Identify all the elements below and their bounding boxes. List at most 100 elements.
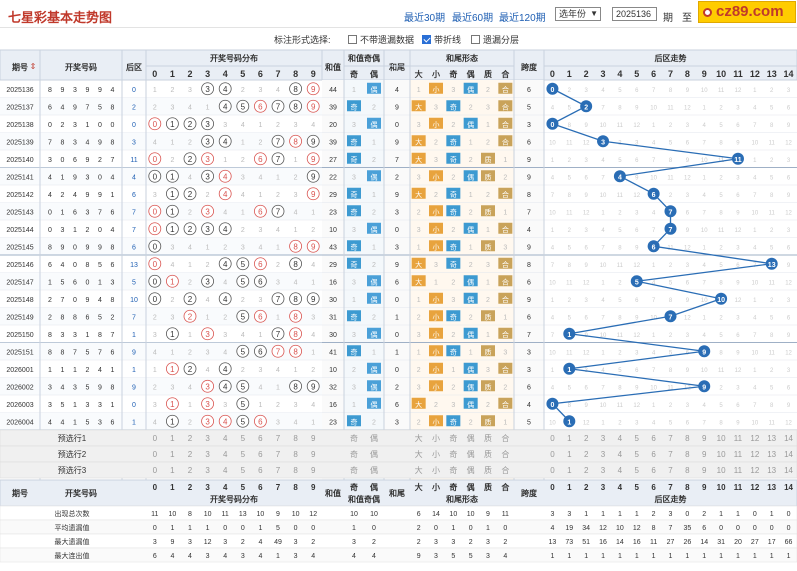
checkbox-polyline[interactable] xyxy=(422,35,431,44)
trend-omission: 11 xyxy=(769,420,776,426)
trend-omission: 8 xyxy=(568,403,572,409)
stats-back-value: 1 xyxy=(719,511,723,518)
dist-omission: 3 xyxy=(241,244,245,251)
dist-ball xyxy=(306,239,320,253)
predict-odd: 奇 xyxy=(350,433,358,443)
dist-omission: 3 xyxy=(170,244,174,251)
option-layered[interactable]: 遗漏分层 xyxy=(471,33,519,46)
span-cell: 4 xyxy=(527,227,531,234)
tail-cell: 0 xyxy=(395,332,399,339)
dist-ball xyxy=(201,169,215,183)
checkbox-layered[interactable] xyxy=(471,35,480,44)
predict-dist-option: 8 xyxy=(293,434,298,443)
dist-omission: 1 xyxy=(294,157,298,164)
parity-omission: 2 xyxy=(372,419,376,426)
trend-omission: 1 xyxy=(652,333,656,339)
form-label: 偶 xyxy=(467,365,474,374)
draw-digit: 1 xyxy=(73,402,77,409)
trend-omission: 4 xyxy=(753,385,757,391)
form-omission: 1 xyxy=(469,349,473,356)
parity-label: 奇 xyxy=(351,190,358,199)
stats-back-value: 1 xyxy=(618,553,622,560)
span-cell: 9 xyxy=(527,174,531,181)
draw-digit: 6 xyxy=(48,262,52,269)
parity-label: 偶 xyxy=(371,365,378,374)
checkbox-no-omission[interactable] xyxy=(348,35,357,44)
trend-omission: 1 xyxy=(601,280,605,286)
draw-digit: 3 xyxy=(73,87,77,94)
dist-ball xyxy=(165,117,179,131)
parity-label: 奇 xyxy=(351,155,358,164)
issue-from-input[interactable]: 2025136 xyxy=(612,7,657,21)
option-polyline[interactable]: 带折线 xyxy=(422,33,461,46)
trend-omission: 5 xyxy=(568,175,572,181)
stats-back-value: 3 xyxy=(567,511,571,518)
stats-form-value: 2 xyxy=(469,539,473,546)
trend-omission: 5 xyxy=(719,403,723,409)
back-cell: 1 xyxy=(132,332,136,339)
nav-recent-120[interactable]: 最近120期 xyxy=(499,13,546,24)
dist-ball-number: 0 xyxy=(153,277,158,286)
predict-trend-option: 0 xyxy=(550,466,555,475)
option-no-omission[interactable]: 不带遗漏数据 xyxy=(348,33,414,46)
issue-cell: 2026002 xyxy=(6,384,33,391)
predict-trend-option: 11 xyxy=(734,450,743,459)
dist-ball xyxy=(165,414,179,428)
header-span: 跨度 xyxy=(521,62,538,72)
trend-omission: 2 xyxy=(669,333,673,339)
trend-omission: 5 xyxy=(669,420,673,426)
trend-omission: 12 xyxy=(735,228,742,234)
trend-omission: 12 xyxy=(633,333,640,339)
issue-cell: 2025148 xyxy=(6,297,33,304)
form-label: 奇 xyxy=(450,242,457,251)
form-omission: 1 xyxy=(434,279,438,286)
parity-box xyxy=(367,292,381,304)
trend-omission: 7 xyxy=(753,333,757,339)
form-omission: 2 xyxy=(451,332,455,339)
form-label: 大 xyxy=(415,277,422,286)
predict-trend-option: 6 xyxy=(651,450,656,459)
footer-dist-digit: 3 xyxy=(205,483,210,492)
predict-trend-option: 14 xyxy=(784,434,793,443)
draw-digit: 9 xyxy=(86,192,90,199)
dist-omission: 1 xyxy=(276,314,280,321)
form-header: 质 xyxy=(484,69,492,79)
parity-omission: 3 xyxy=(352,384,356,391)
year-select[interactable]: 选年份 ▼ xyxy=(555,7,601,21)
form-omission: 2 xyxy=(469,314,473,321)
trend-omission: 5 xyxy=(618,298,622,304)
tail-cell: 0 xyxy=(395,297,399,304)
parity-omission: 1 xyxy=(352,87,356,94)
header-issue: 期号 xyxy=(12,62,28,72)
nav-recent-30[interactable]: 最近30期 xyxy=(404,13,446,24)
dist-ball-number: 7 xyxy=(276,137,281,146)
trend-omission: 12 xyxy=(583,350,590,356)
form-omission: 2 xyxy=(417,367,421,374)
trend-ball-number: 7 xyxy=(669,209,673,216)
trend-omission: 5 xyxy=(719,123,723,129)
stats-back-value: 6 xyxy=(702,525,706,532)
trend-omission: 2 xyxy=(770,298,774,304)
site-logo[interactable]: cz89.com xyxy=(698,1,796,23)
trend-omission: 11 xyxy=(718,228,725,234)
nav-recent-60[interactable]: 最近60期 xyxy=(452,13,494,24)
options-bar: 标注形式选择: 不带遗漏数据 带折线 遗漏分层 xyxy=(0,29,797,49)
trend-digit-header: 7 xyxy=(668,69,673,79)
span-cell: 9 xyxy=(527,244,531,251)
stats-back-value: 73 xyxy=(565,539,573,546)
dist-ball xyxy=(306,152,320,166)
dist-ball-number: 4 xyxy=(223,260,228,269)
draw-digit: 8 xyxy=(48,87,52,94)
trend-omission: 7 xyxy=(652,298,656,304)
draw-digit: 6 xyxy=(48,104,52,111)
form-box xyxy=(429,380,443,392)
trend-ball-number: 0 xyxy=(550,122,554,129)
draw-digit: 9 xyxy=(98,87,102,94)
dist-ball-number: 2 xyxy=(188,295,193,304)
form-omission: 2 xyxy=(451,122,455,129)
dist-ball-number: 6 xyxy=(258,417,263,426)
dist-ball xyxy=(218,99,232,113)
trend-omission: 9 xyxy=(736,280,740,286)
dist-ball-number: 1 xyxy=(170,400,175,409)
stats-back-value: 1 xyxy=(770,511,774,518)
